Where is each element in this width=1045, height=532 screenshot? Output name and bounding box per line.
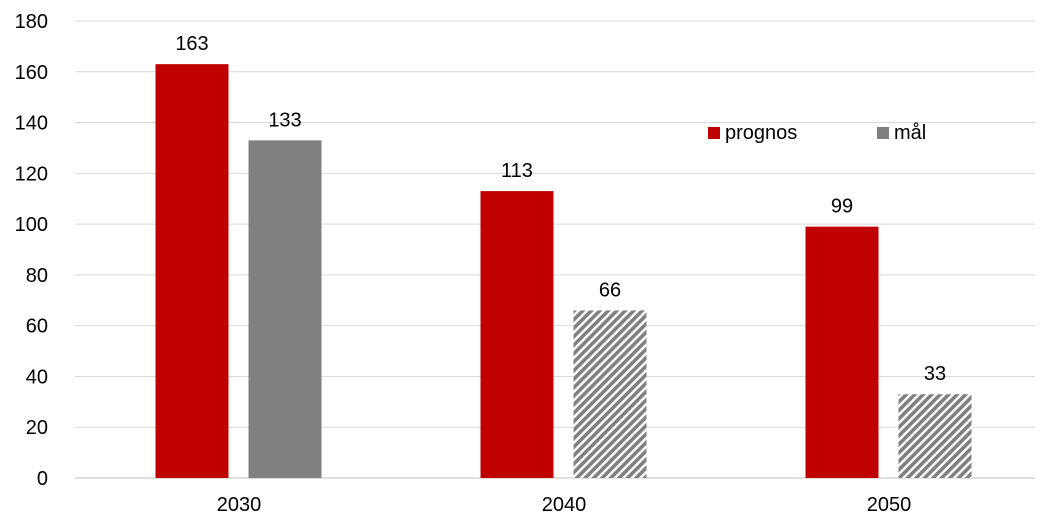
y-tick-label: 140 [15, 113, 48, 135]
y-tick-label: 20 [26, 417, 48, 439]
y-tick-label: 100 [15, 214, 48, 236]
legend: prognos mål [708, 122, 926, 144]
x-tick-label: 2030 [217, 494, 262, 516]
y-tick-label: 160 [15, 62, 48, 84]
y-tick-label: 180 [15, 11, 48, 33]
x-tick-label: 2040 [542, 494, 587, 516]
data-labels: 163 113 99 133 66 33 [175, 33, 946, 385]
legend-label: mål [894, 122, 926, 144]
bar-mal-2030 [248, 140, 322, 479]
legend-swatch [708, 127, 720, 139]
data-label: 33 [924, 363, 946, 385]
y-tick-label: 40 [26, 366, 48, 388]
y-tick-label: 60 [26, 316, 48, 338]
y-tick-label: 80 [26, 265, 48, 287]
data-label: 66 [599, 279, 621, 301]
bar-prognos-2050 [805, 226, 879, 478]
bars [155, 64, 972, 479]
data-label: 163 [175, 33, 208, 55]
data-label: 99 [831, 196, 853, 218]
bar-mal-2040 [573, 310, 647, 478]
bar-prognos-2030 [155, 64, 229, 479]
gridlines [75, 20, 1035, 428]
x-tick-label: 2050 [867, 494, 912, 516]
data-label: 113 [501, 160, 533, 182]
bar-prognos-2040 [480, 191, 554, 478]
y-tick-label: 0 [37, 468, 48, 490]
legend-label: prognos [725, 122, 797, 144]
y-tick-label: 120 [15, 163, 48, 185]
legend-swatch [877, 127, 889, 139]
bar-mal-2050 [898, 394, 972, 478]
data-label: 133 [268, 109, 301, 131]
